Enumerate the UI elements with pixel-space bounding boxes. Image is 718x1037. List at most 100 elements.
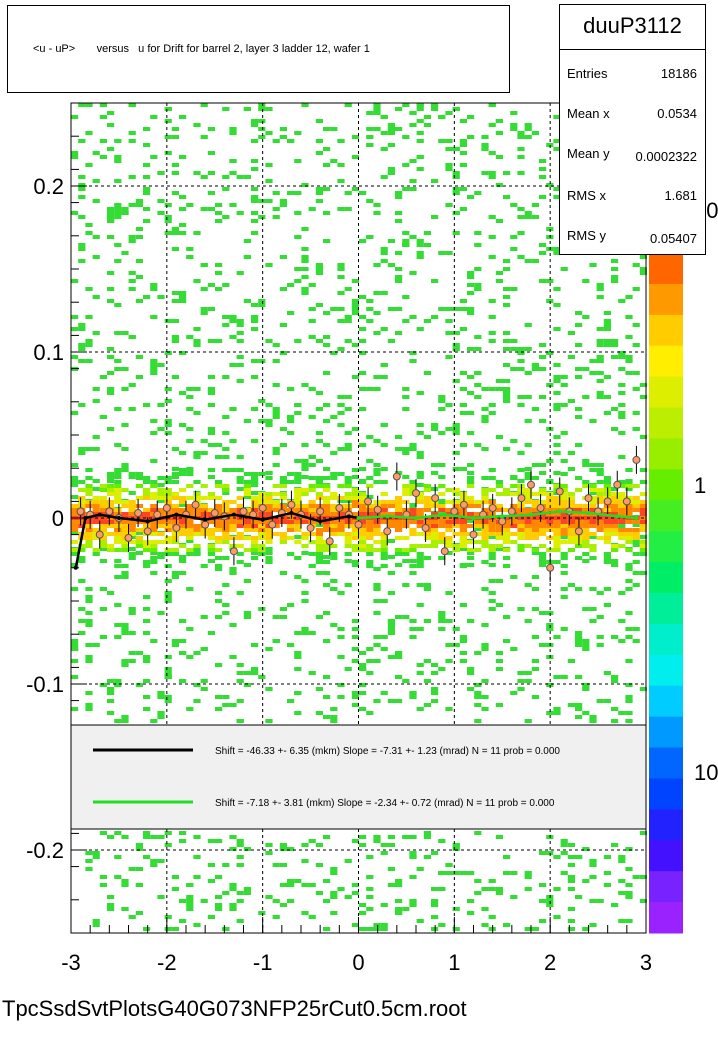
heatmap-cell bbox=[186, 539, 194, 543]
heatmap-cell bbox=[294, 528, 302, 532]
heatmap-cell bbox=[416, 131, 424, 135]
heatmap-cell bbox=[380, 923, 388, 927]
heatmap-cell bbox=[229, 203, 237, 207]
heatmap-cell bbox=[467, 463, 475, 467]
heatmap-cell bbox=[193, 411, 201, 415]
heatmap-cell bbox=[287, 311, 295, 315]
heatmap-cell bbox=[611, 544, 619, 548]
heatmap-cell bbox=[135, 227, 143, 231]
heatmap-cell bbox=[409, 619, 417, 623]
heatmap-cell bbox=[121, 883, 129, 887]
heatmap-cell bbox=[179, 899, 187, 903]
heatmap-cell bbox=[128, 383, 136, 387]
heatmap-cell bbox=[618, 383, 626, 387]
heatmap-cell bbox=[150, 719, 158, 723]
heatmap-cell bbox=[531, 363, 539, 367]
heatmap-cell bbox=[179, 468, 187, 472]
heatmap-cell bbox=[632, 484, 640, 488]
heatmap-cell bbox=[495, 379, 503, 383]
stats-label-rms-x: RMS x bbox=[567, 188, 606, 203]
heatmap-cell bbox=[632, 571, 640, 575]
heatmap-cell bbox=[128, 556, 136, 560]
heatmap-cell bbox=[402, 492, 410, 496]
heatmap-cell bbox=[157, 488, 165, 492]
heatmap-cell bbox=[366, 895, 374, 899]
heatmap-cell bbox=[114, 492, 122, 496]
heatmap-cell bbox=[279, 135, 287, 139]
heatmap-cell bbox=[71, 476, 79, 480]
heatmap-cell bbox=[243, 472, 251, 476]
profile-point bbox=[325, 537, 334, 546]
heatmap-cell bbox=[373, 659, 381, 663]
heatmap-cell bbox=[438, 540, 446, 544]
heatmap-cell bbox=[323, 544, 331, 548]
heatmap-cell bbox=[618, 496, 626, 500]
heatmap-cell bbox=[467, 291, 475, 295]
heatmap-cell bbox=[423, 231, 431, 235]
heatmap-cell bbox=[71, 327, 79, 331]
heatmap-cell bbox=[157, 295, 165, 299]
x-tick-label: 3 bbox=[640, 950, 652, 975]
heatmap-cell bbox=[366, 887, 374, 891]
heatmap-cell bbox=[539, 419, 547, 423]
heatmap-cell bbox=[78, 103, 86, 107]
heatmap-cell bbox=[459, 547, 467, 551]
heatmap-cell bbox=[603, 528, 611, 532]
heatmap-cell bbox=[121, 564, 129, 568]
stats-value-entries: 18186 bbox=[660, 66, 697, 81]
heatmap-cell bbox=[330, 552, 338, 556]
x-tick-label: -2 bbox=[157, 950, 177, 975]
heatmap-cell bbox=[279, 127, 287, 131]
heatmap-cell bbox=[150, 287, 158, 291]
heatmap-cell bbox=[402, 500, 410, 504]
heatmap-cell bbox=[481, 419, 489, 423]
heatmap-cell bbox=[380, 851, 388, 855]
heatmap-cell bbox=[287, 516, 295, 520]
heatmap-cell bbox=[517, 679, 525, 683]
heatmap-cell bbox=[452, 187, 460, 191]
y-tick-label: -0.2 bbox=[26, 838, 64, 863]
heatmap-cell bbox=[467, 899, 475, 903]
heatmap-cell bbox=[330, 415, 338, 419]
heatmap-cell bbox=[359, 371, 367, 375]
heatmap-cell bbox=[481, 695, 489, 699]
heatmap-cell bbox=[308, 883, 316, 887]
heatmap-cell bbox=[524, 472, 532, 476]
heatmap-cell bbox=[330, 532, 338, 536]
heatmap-cell bbox=[366, 927, 374, 931]
heatmap-cell bbox=[229, 528, 237, 532]
heatmap-cell bbox=[222, 532, 230, 536]
heatmap-cell bbox=[373, 463, 381, 467]
heatmap-cell bbox=[99, 883, 107, 887]
heatmap-cell bbox=[567, 536, 575, 540]
heatmap-cell bbox=[625, 579, 633, 583]
heatmap-cell bbox=[323, 927, 331, 931]
heatmap-cell bbox=[351, 647, 359, 651]
heatmap-cell bbox=[387, 307, 395, 311]
heatmap-cell bbox=[589, 463, 597, 467]
heatmap-cell bbox=[107, 835, 115, 839]
heatmap-cell bbox=[632, 583, 640, 587]
heatmap-cell bbox=[359, 407, 367, 411]
heatmap-cell bbox=[553, 443, 561, 447]
heatmap-cell bbox=[510, 111, 518, 115]
heatmap-cell bbox=[265, 547, 273, 551]
heatmap-cell bbox=[236, 843, 244, 847]
heatmap-cell bbox=[78, 451, 86, 455]
heatmap-cell bbox=[150, 528, 158, 532]
heatmap-cell bbox=[92, 548, 100, 552]
heatmap-cell bbox=[546, 903, 554, 907]
heatmap-cell bbox=[222, 315, 230, 319]
heatmap-cell bbox=[143, 560, 151, 564]
heatmap-cell bbox=[373, 635, 381, 639]
heatmap-cell bbox=[222, 323, 230, 327]
heatmap-cell bbox=[92, 496, 100, 500]
heatmap-cell bbox=[603, 699, 611, 703]
heatmap-cell bbox=[258, 528, 266, 532]
heatmap-cell bbox=[395, 504, 403, 508]
heatmap-cell bbox=[258, 303, 266, 307]
heatmap-cell bbox=[416, 103, 424, 107]
heatmap-cell bbox=[603, 883, 611, 887]
heatmap-cell bbox=[344, 540, 352, 544]
heatmap-cell bbox=[78, 259, 86, 263]
